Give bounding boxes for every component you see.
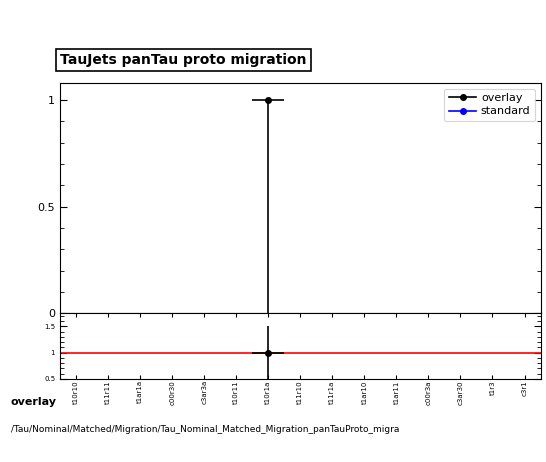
Text: overlay: overlay [11, 397, 57, 407]
Text: TauJets panTau proto migration: TauJets panTau proto migration [60, 53, 306, 67]
Legend: overlay, standard: overlay, standard [444, 89, 535, 121]
Text: /Tau/Nominal/Matched/Migration/Tau_Nominal_Matched_Migration_panTauProto_migra: /Tau/Nominal/Matched/Migration/Tau_Nomin… [11, 425, 399, 434]
